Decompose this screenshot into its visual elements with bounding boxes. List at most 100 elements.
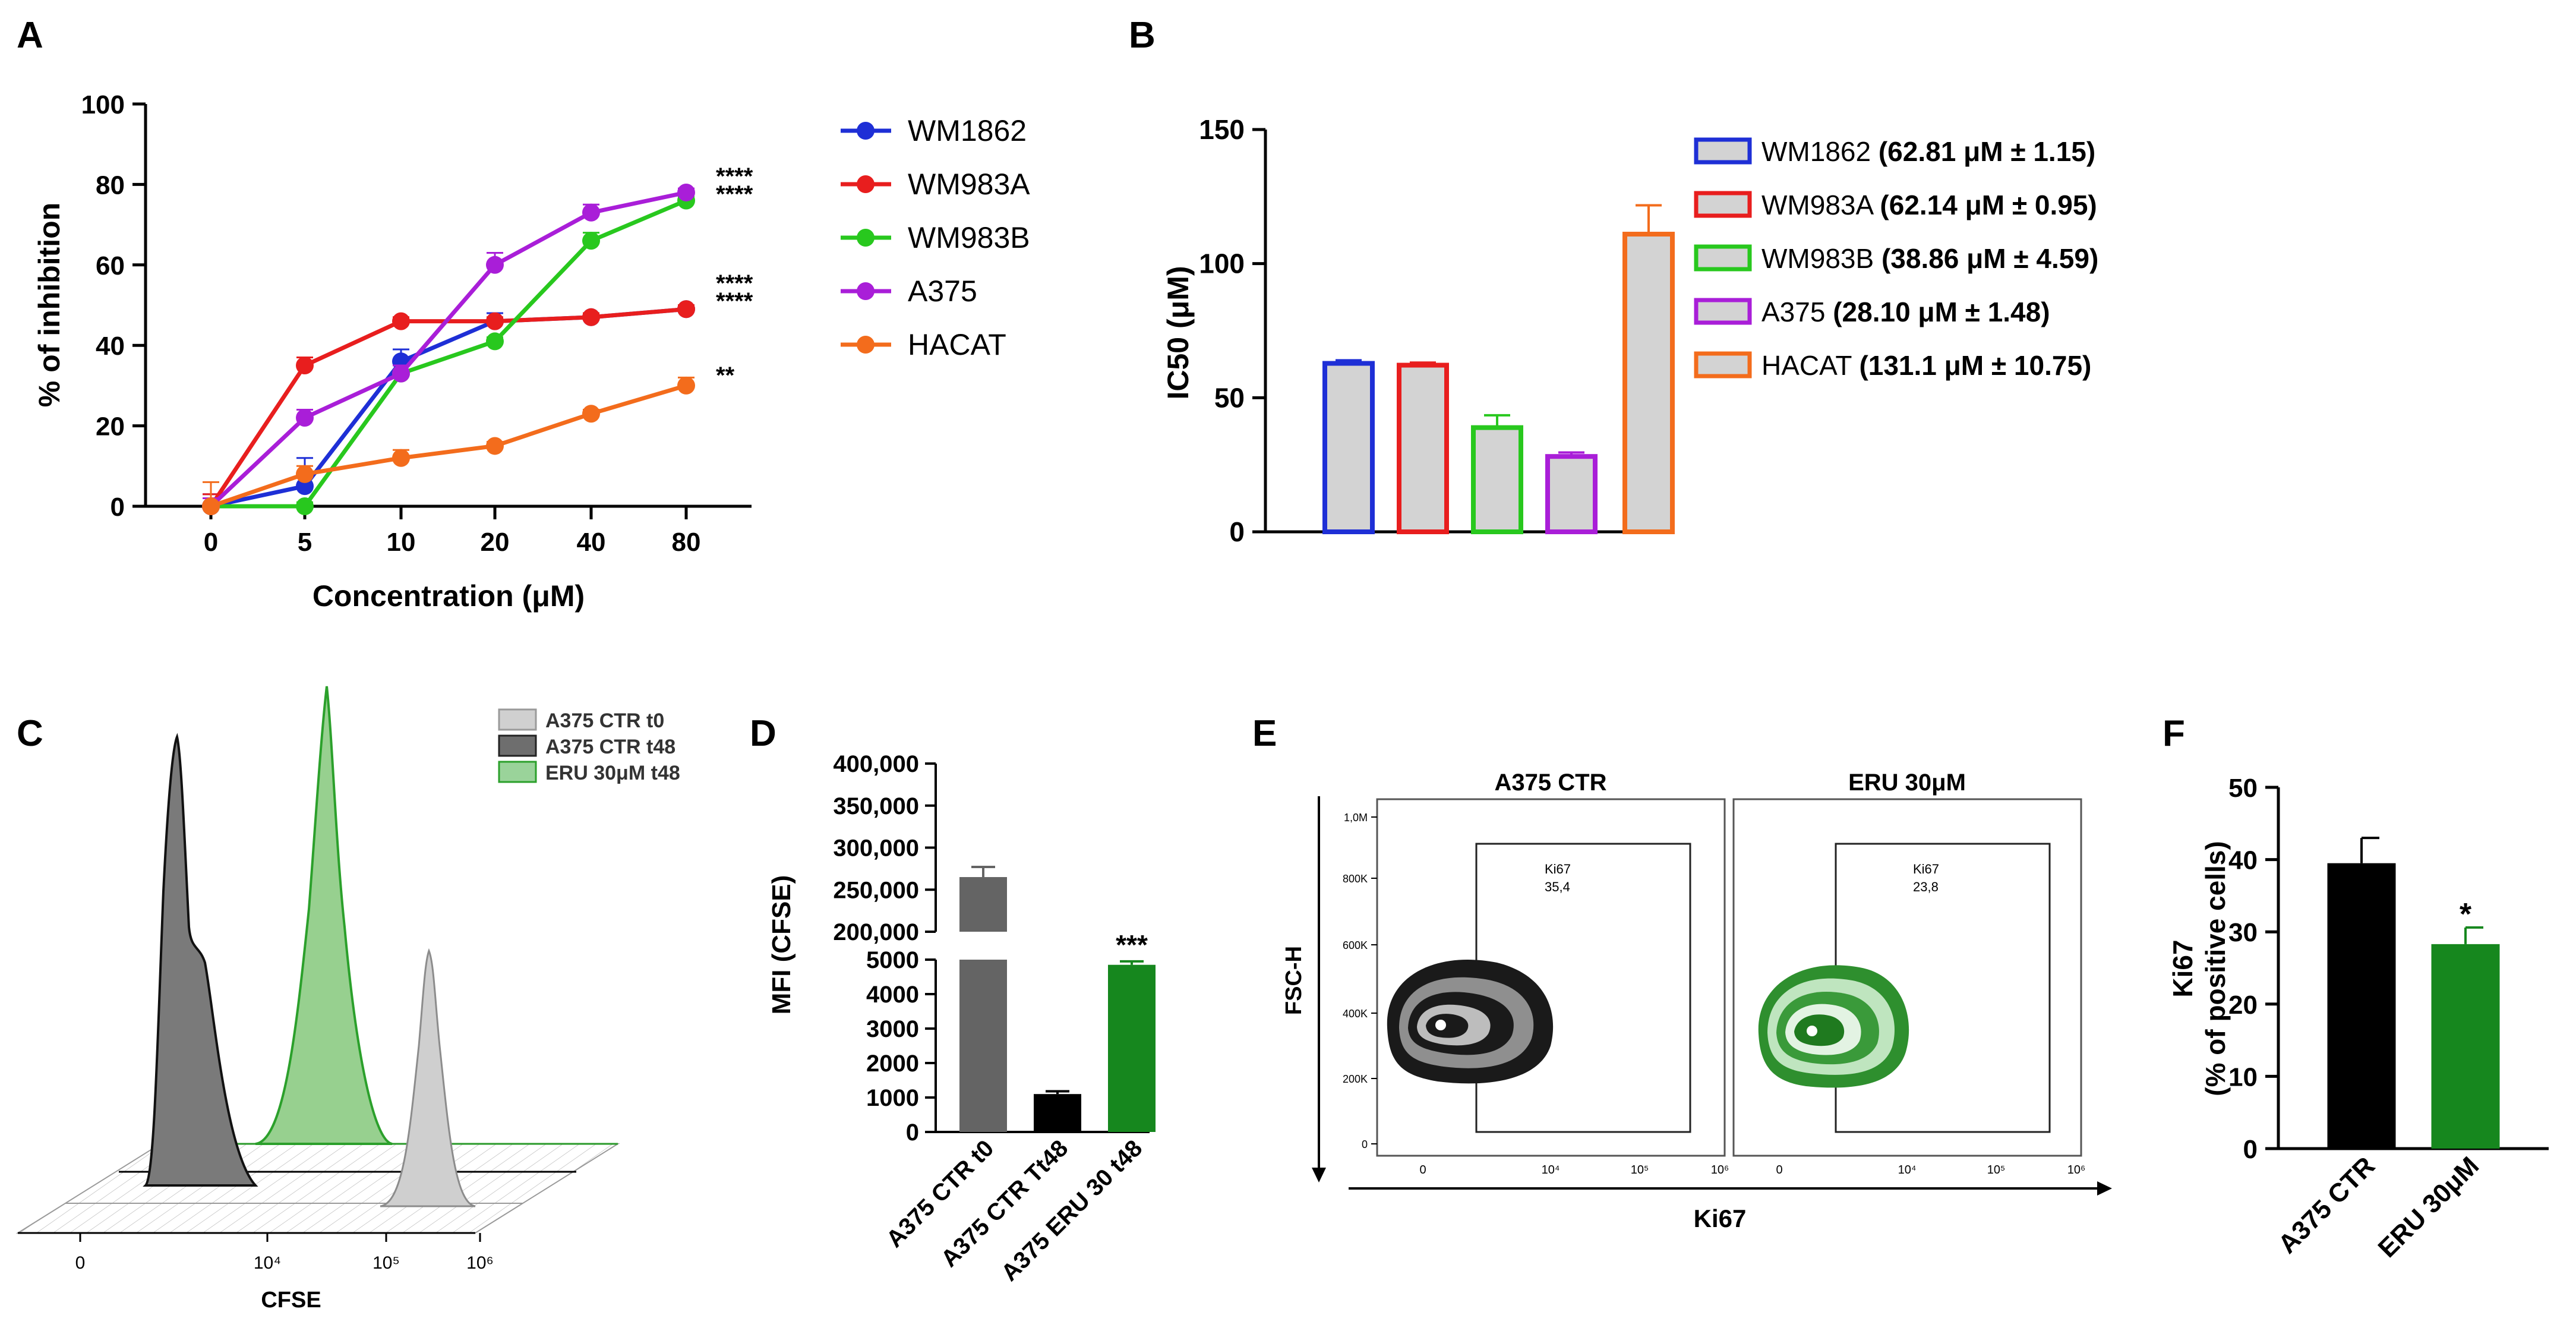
a-y-tick-label: 100 — [81, 90, 125, 119]
e-y-tick-label: 400K — [1343, 1008, 1368, 1020]
e-x-tick-label: 10⁴ — [1542, 1163, 1560, 1177]
panel-c-x-label: CFSE — [261, 1288, 321, 1313]
e-x-tick-label: 0 — [1419, 1163, 1426, 1177]
panel-b-y-label: IC50 (μM) — [1161, 266, 1195, 399]
flow-x-arrowhead — [2097, 1181, 2112, 1196]
e-y-tick-label: 800K — [1343, 873, 1368, 885]
a-data-point — [296, 409, 314, 427]
a-legend-marker — [857, 336, 875, 354]
peak-a375-ctr-t48 — [143, 733, 258, 1187]
a-x-tick-label: 80 — [672, 528, 701, 557]
d-y-tick-label: 350,000 — [833, 793, 919, 819]
a-data-point — [582, 308, 600, 326]
a-legend-item: WM1862 — [841, 114, 1027, 147]
e-y-tick-label: 200K — [1343, 1073, 1368, 1085]
a-legend-item: WM983B — [841, 221, 1030, 254]
d-y-tick-label: 200,000 — [833, 919, 919, 945]
a-data-point — [486, 332, 504, 351]
a-series-wm983b — [202, 191, 695, 515]
panel-e-flow-plots: A375 CTR ERU 30μM Ki67 35,4 Ki67 23,8 — [1281, 770, 2112, 1232]
panel-a-x-label: Concentration (μM) — [312, 579, 585, 613]
b-legend-label: WM983B (38.86 μM ± 4.59) — [1761, 243, 2098, 274]
panel-f-bar-chart: 0 10 20 30 40 50 Ki67 (% of positive cells) A… — [2167, 774, 2549, 1263]
flow-plot-2-contour — [1758, 965, 1909, 1088]
c-x-tick-label: 10⁴ — [254, 1253, 281, 1273]
peak-a375-ctr-t0 — [380, 948, 476, 1207]
panel-label-a: A — [17, 15, 43, 56]
a-series-line — [210, 383, 687, 509]
histogram-floor — [15, 1143, 620, 1234]
f-bar-rect — [2431, 944, 2500, 1149]
b-bar-rect — [1322, 361, 1375, 534]
f-y-tick-label: 10 — [2228, 1062, 2258, 1092]
a-y-tick-label: 60 — [96, 251, 125, 280]
f-x-tick-label: A375 CTR — [2272, 1151, 2381, 1259]
panel-e-y-label: FSC-H — [1281, 946, 1306, 1015]
panel-a-y-label: % of inhibition — [33, 203, 66, 407]
f-y-tick-label: 40 — [2228, 846, 2258, 875]
b-legend-label: A375 (28.10 μM ± 1.48) — [1761, 297, 2050, 327]
flow-plot-2-title: ERU 30μM — [1848, 770, 1966, 796]
b-bar-rect — [1471, 425, 1523, 535]
b-legend-name: WM983B — [1761, 243, 1882, 274]
b-y-tick-label: 50 — [1214, 382, 1245, 413]
panel-label-b: B — [1129, 15, 1156, 56]
a-data-point — [677, 183, 695, 201]
panel-e-x-label: Ki67 — [1694, 1204, 1747, 1232]
panel-f-y-label-line1: Ki67 — [2167, 939, 2198, 997]
a-y-tick-label: 80 — [96, 171, 125, 200]
flow-plot-2-frame — [1732, 798, 2082, 1157]
a-legend-item: A375 — [841, 275, 977, 308]
d-bar-rect-upper — [959, 877, 1007, 932]
e-x-tick-label: 10⁶ — [2067, 1163, 2085, 1177]
a-data-point — [582, 405, 600, 423]
a-legend-marker — [857, 282, 875, 300]
a-x-tick-label: 20 — [481, 528, 510, 557]
a-legend-item: HACAT — [841, 328, 1006, 361]
b-bar-rect — [1397, 362, 1449, 534]
c-x-tick-label: 0 — [75, 1253, 86, 1273]
b-bar-rect — [1545, 454, 1598, 535]
a-data-point — [296, 357, 314, 375]
panel-b-bar-chart: 0 50 100 150 IC50 (μM) WM1862 (62.81 μM ± 1… — [1161, 114, 2098, 547]
a-data-point — [392, 312, 410, 330]
b-legend-stat: (131.1 μM ± 10.75) — [1859, 350, 2091, 381]
d-y-tick-label: 0 — [906, 1119, 919, 1146]
a-data-point — [296, 497, 314, 515]
d-bar-rect-lower — [959, 960, 1007, 1132]
a-x-tick-label: 0 — [204, 528, 218, 557]
b-legend-swatch — [1694, 191, 1752, 218]
f-x-tick-label: ERU 30μM — [2373, 1151, 2485, 1263]
d-y-tick-label: 1000 — [866, 1085, 919, 1111]
a-legend-marker — [857, 175, 875, 193]
b-legend-label: WM1862 (62.81 μM ± 1.15) — [1761, 136, 2095, 167]
a-significance: **** — [716, 163, 753, 190]
a-data-point — [677, 376, 695, 395]
b-legend-stat: (62.81 μM ± 1.15) — [1879, 136, 2095, 167]
b-legend-swatch — [1694, 137, 1752, 165]
b-bar-hacat — [1622, 204, 1675, 534]
a-data-point — [677, 300, 695, 318]
c-x-tick-label: 10⁶ — [466, 1253, 494, 1273]
flow-plot-2-gate-value: 23,8 — [1913, 879, 1939, 894]
e-x-tick-label: 10⁶ — [1711, 1163, 1729, 1177]
b-bar-wm983a — [1397, 361, 1449, 534]
panel-label-e: E — [1252, 713, 1277, 754]
b-y-tick-label: 0 — [1229, 516, 1245, 547]
a-legend-label: WM1862 — [908, 114, 1027, 147]
b-legend-name: A375 — [1761, 297, 1833, 327]
b-legend-stat: (28.10 μM ± 1.48) — [1833, 297, 2050, 327]
peak-eru-30um-t48 — [255, 686, 393, 1145]
a-legend-marker — [857, 229, 875, 247]
b-legend-label: HACAT (131.1 μM ± 10.75) — [1761, 350, 2091, 381]
d-y-tick-label: 5000 — [866, 947, 919, 973]
b-bar-wm1862 — [1322, 359, 1375, 534]
f-significance: * — [2460, 897, 2472, 932]
f-y-tick-label: 0 — [2243, 1135, 2258, 1164]
d-bar-rect — [1108, 964, 1156, 1132]
b-legend-label: WM983A (62.14 μM ± 0.95) — [1761, 190, 2097, 220]
a-significance: **** — [716, 181, 753, 207]
b-legend-item: WM983B (38.86 μM ± 4.59) — [1694, 243, 2098, 274]
a-data-point — [392, 449, 410, 467]
